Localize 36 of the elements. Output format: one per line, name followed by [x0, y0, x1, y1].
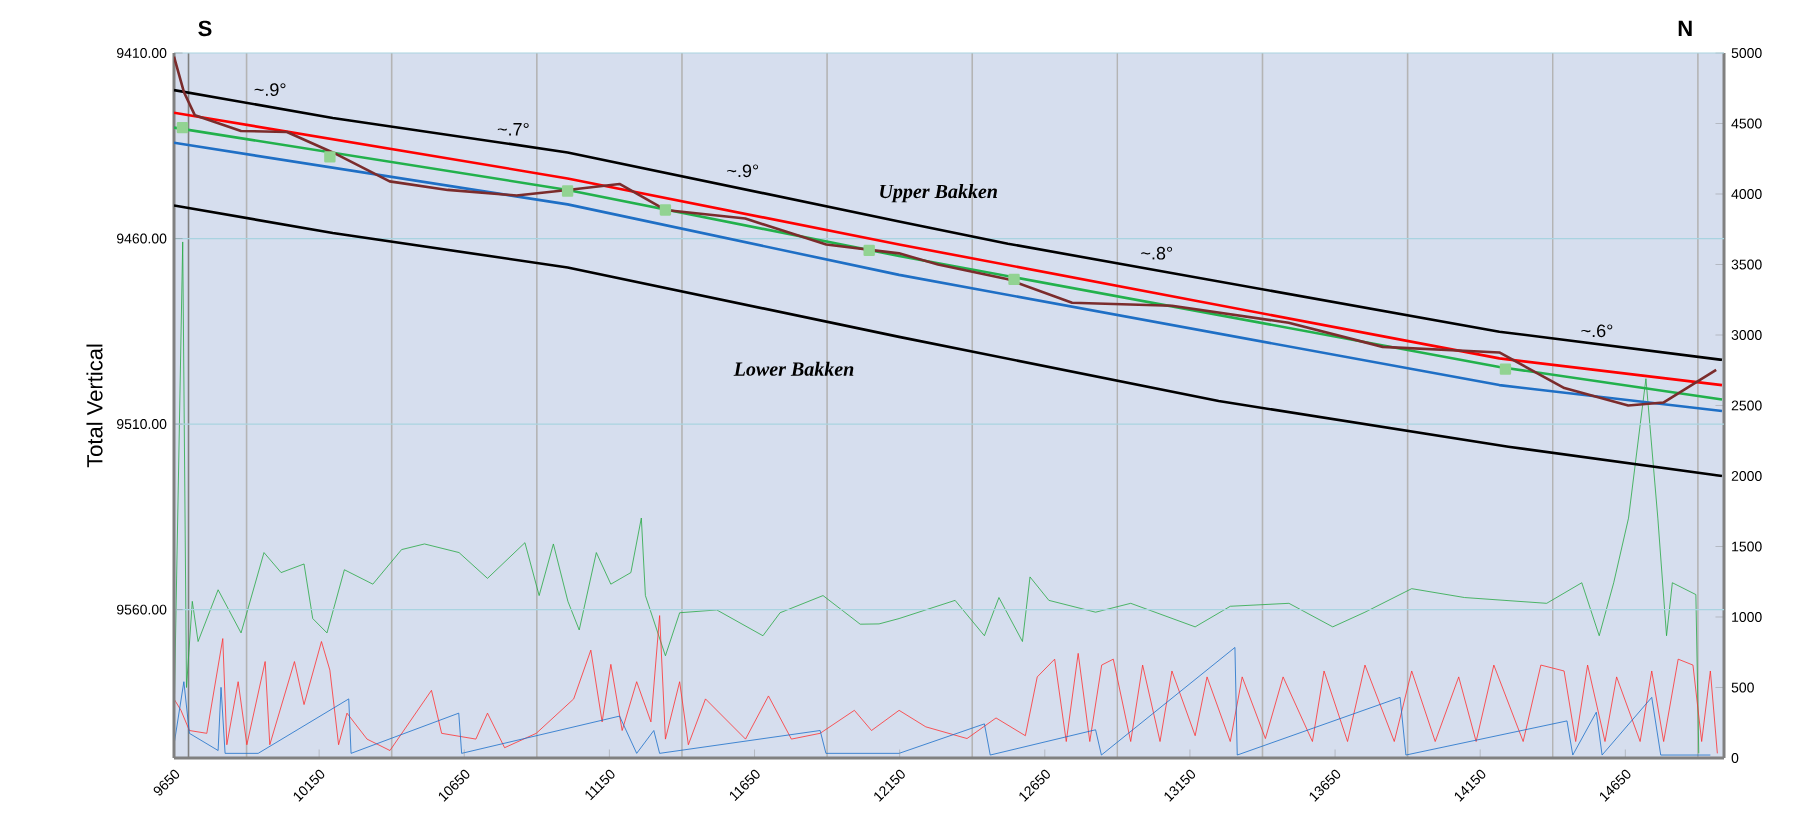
y-tick-label: 9410.00 [116, 48, 167, 58]
annotation: Lower Bakken [733, 361, 854, 376]
y2-tick-label: 4000 [1731, 189, 1762, 199]
point [324, 151, 336, 163]
annotation: ~.7° [497, 122, 529, 136]
line-series [174, 615, 1718, 754]
y2-tick-label: 1500 [1732, 541, 1762, 552]
y-tick-label: 9560.00 [116, 604, 167, 615]
y2-tick-label: 2000 [1731, 471, 1762, 481]
annotation: Upper Bakken [880, 184, 997, 203]
line-series [174, 55, 1718, 407]
text: S [198, 20, 212, 37]
line-series [174, 647, 1711, 756]
point [659, 204, 672, 216]
y2-tick-label: 5000 [1731, 48, 1762, 58]
text: N [1678, 20, 1692, 36]
annotation: ~.9° [727, 164, 759, 178]
y-axis-title: Total Vertical [86, 344, 103, 468]
y2-tick-label: 500 [1731, 682, 1754, 693]
y2-tick-label: 3500 [1731, 259, 1762, 270]
y2-tick-label: 0 [1731, 753, 1739, 763]
y2-tick-label: 2500 [1731, 400, 1762, 411]
point [1499, 363, 1512, 375]
y2-tick-label: 3000 [1731, 330, 1762, 340]
y-tick-label: 9510.00 [116, 419, 167, 429]
point [176, 121, 189, 134]
point [863, 244, 875, 257]
point [561, 185, 574, 197]
y-tick-label: 9460.00 [116, 233, 167, 244]
annotation: ~.6° [1581, 324, 1613, 338]
y2-tick-label: 4500 [1731, 118, 1762, 129]
annotation: ~.9° [254, 83, 286, 96]
point [1008, 273, 1020, 286]
line-series [174, 204, 1724, 478]
annotation: ~.8° [1141, 246, 1173, 260]
y2-tick-label: 1000 [1732, 612, 1762, 622]
